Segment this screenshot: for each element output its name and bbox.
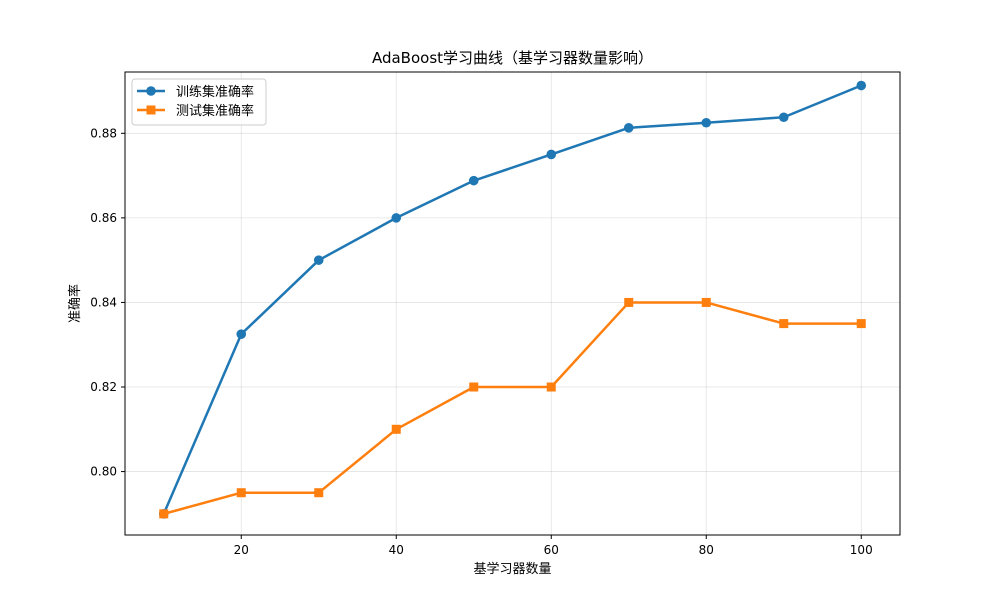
y-axis-label: 准确率	[67, 284, 83, 323]
series-layer	[158, 80, 867, 519]
x-tick-label: 20	[234, 543, 249, 557]
legend-marker	[146, 86, 156, 96]
grid	[125, 72, 900, 535]
data-point	[856, 80, 867, 91]
data-point	[701, 117, 712, 128]
data-point	[469, 382, 479, 392]
x-tick-label: 100	[850, 543, 873, 557]
series-line	[163, 301, 862, 516]
y-tick-label: 0.82	[90, 380, 117, 394]
data-point	[546, 149, 557, 160]
data-point	[778, 112, 789, 123]
data-point	[236, 329, 247, 339]
ticks: 20 40 60 80 100 0.80 0.82 0.84 0.86 0.88	[90, 126, 872, 557]
data-point	[314, 488, 324, 498]
data-point	[623, 123, 634, 133]
y-tick-label: 0.84	[90, 295, 117, 309]
legend-label: 测试集准确率	[176, 103, 254, 119]
legend-box	[131, 78, 267, 126]
legend-label: 训练集准确率	[176, 84, 254, 100]
y-tick-label: 0.80	[90, 465, 117, 479]
x-tick-label: 60	[544, 543, 559, 557]
legend-marker	[146, 105, 156, 115]
data-point	[779, 319, 789, 329]
x-tick-label: 40	[389, 543, 404, 557]
data-point	[701, 297, 711, 307]
x-axis-label: 基学习器数量	[473, 561, 551, 577]
legend-item: 训练集准确率	[137, 84, 254, 100]
series-line	[162, 84, 862, 515]
data-point	[236, 488, 246, 498]
y-tick-label: 0.88	[90, 126, 117, 140]
legend-item: 测试集准确率	[137, 103, 254, 119]
data-point	[546, 382, 556, 392]
data-point	[391, 213, 402, 223]
plot-frame	[124, 71, 901, 536]
series-1	[158, 80, 867, 519]
x-tick-label: 80	[699, 543, 714, 557]
chart-title: AdaBoost学习曲线（基学习器数量影响）	[372, 49, 653, 67]
data-point	[391, 424, 401, 434]
series-2	[159, 297, 866, 519]
data-point	[856, 319, 866, 329]
y-tick-label: 0.86	[90, 211, 117, 225]
data-point	[159, 509, 169, 519]
data-point	[624, 297, 634, 307]
data-point	[313, 255, 324, 265]
data-point	[468, 175, 479, 186]
